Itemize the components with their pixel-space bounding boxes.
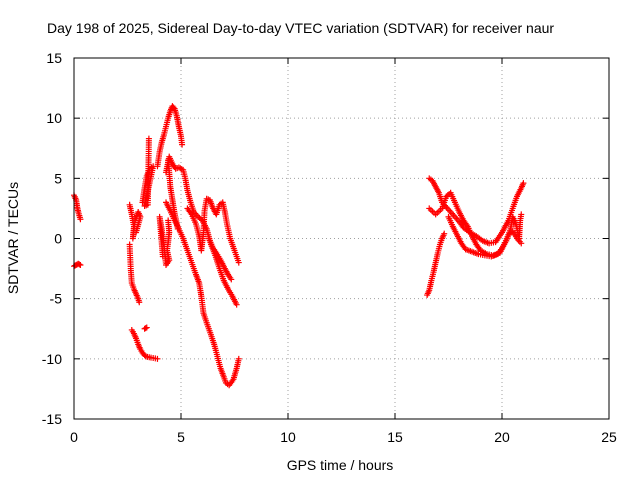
data-point — [76, 261, 83, 268]
y-axis: -15 -10 -5 0 5 10 15 — [42, 50, 609, 427]
x-axis-label: GPS time / hours — [287, 457, 394, 473]
data-point — [142, 325, 149, 332]
series-arc-c — [126, 201, 144, 242]
series-arc-m — [184, 195, 242, 266]
series-arc-a — [71, 192, 84, 223]
y-tick-label: 15 — [46, 50, 62, 66]
x-tick-label: 15 — [387, 429, 403, 445]
y-tick-label: 0 — [54, 231, 62, 247]
x-tick-label: 5 — [177, 429, 185, 445]
series-arc-o — [424, 230, 448, 299]
series-arc-l — [156, 213, 173, 268]
data-point — [154, 355, 161, 362]
y-tick-label: -15 — [42, 411, 62, 427]
x-tick-label: 0 — [70, 429, 78, 445]
data-point — [235, 259, 242, 266]
y-tick-label: -5 — [50, 291, 63, 307]
data-point — [170, 104, 177, 111]
data-point — [520, 180, 527, 187]
data-point — [143, 324, 150, 331]
data-point — [145, 135, 152, 142]
x-tick-label: 10 — [280, 429, 296, 445]
series-arc-g — [139, 135, 157, 210]
data-point — [228, 276, 235, 283]
data-point — [77, 216, 84, 223]
series-arc-k — [165, 157, 181, 232]
x-tick-label: 25 — [601, 429, 617, 445]
y-tick-label: -10 — [42, 351, 62, 367]
data-point — [235, 355, 242, 362]
data-point — [174, 225, 181, 232]
series-arc-h — [154, 103, 186, 170]
series-arc-d — [126, 241, 143, 306]
series-arc-n — [205, 235, 235, 283]
y-axis-label: SDTVAR / TECUs — [5, 182, 21, 294]
x-tick-label: 20 — [494, 429, 510, 445]
series-arc-f — [141, 324, 150, 332]
data-point — [133, 229, 140, 236]
data-point — [518, 211, 525, 218]
data-points — [71, 103, 527, 389]
data-point — [159, 253, 166, 260]
series-arc-r — [445, 211, 525, 260]
y-tick-label: 5 — [54, 170, 62, 186]
data-point — [233, 301, 240, 308]
data-point — [77, 261, 84, 268]
chart-title: Day 198 of 2025, Sidereal Day-to-day VTE… — [47, 20, 554, 36]
y-tick-label: 10 — [46, 110, 62, 126]
data-point — [518, 240, 525, 247]
data-point — [136, 299, 143, 306]
series-arc-q — [426, 189, 525, 259]
data-point — [179, 141, 186, 148]
x-axis: 0 5 10 15 20 25 — [70, 58, 617, 445]
data-point — [441, 230, 448, 237]
series-arc-b — [71, 260, 84, 270]
series-arc-e — [128, 326, 161, 362]
grid-lines — [74, 58, 609, 419]
